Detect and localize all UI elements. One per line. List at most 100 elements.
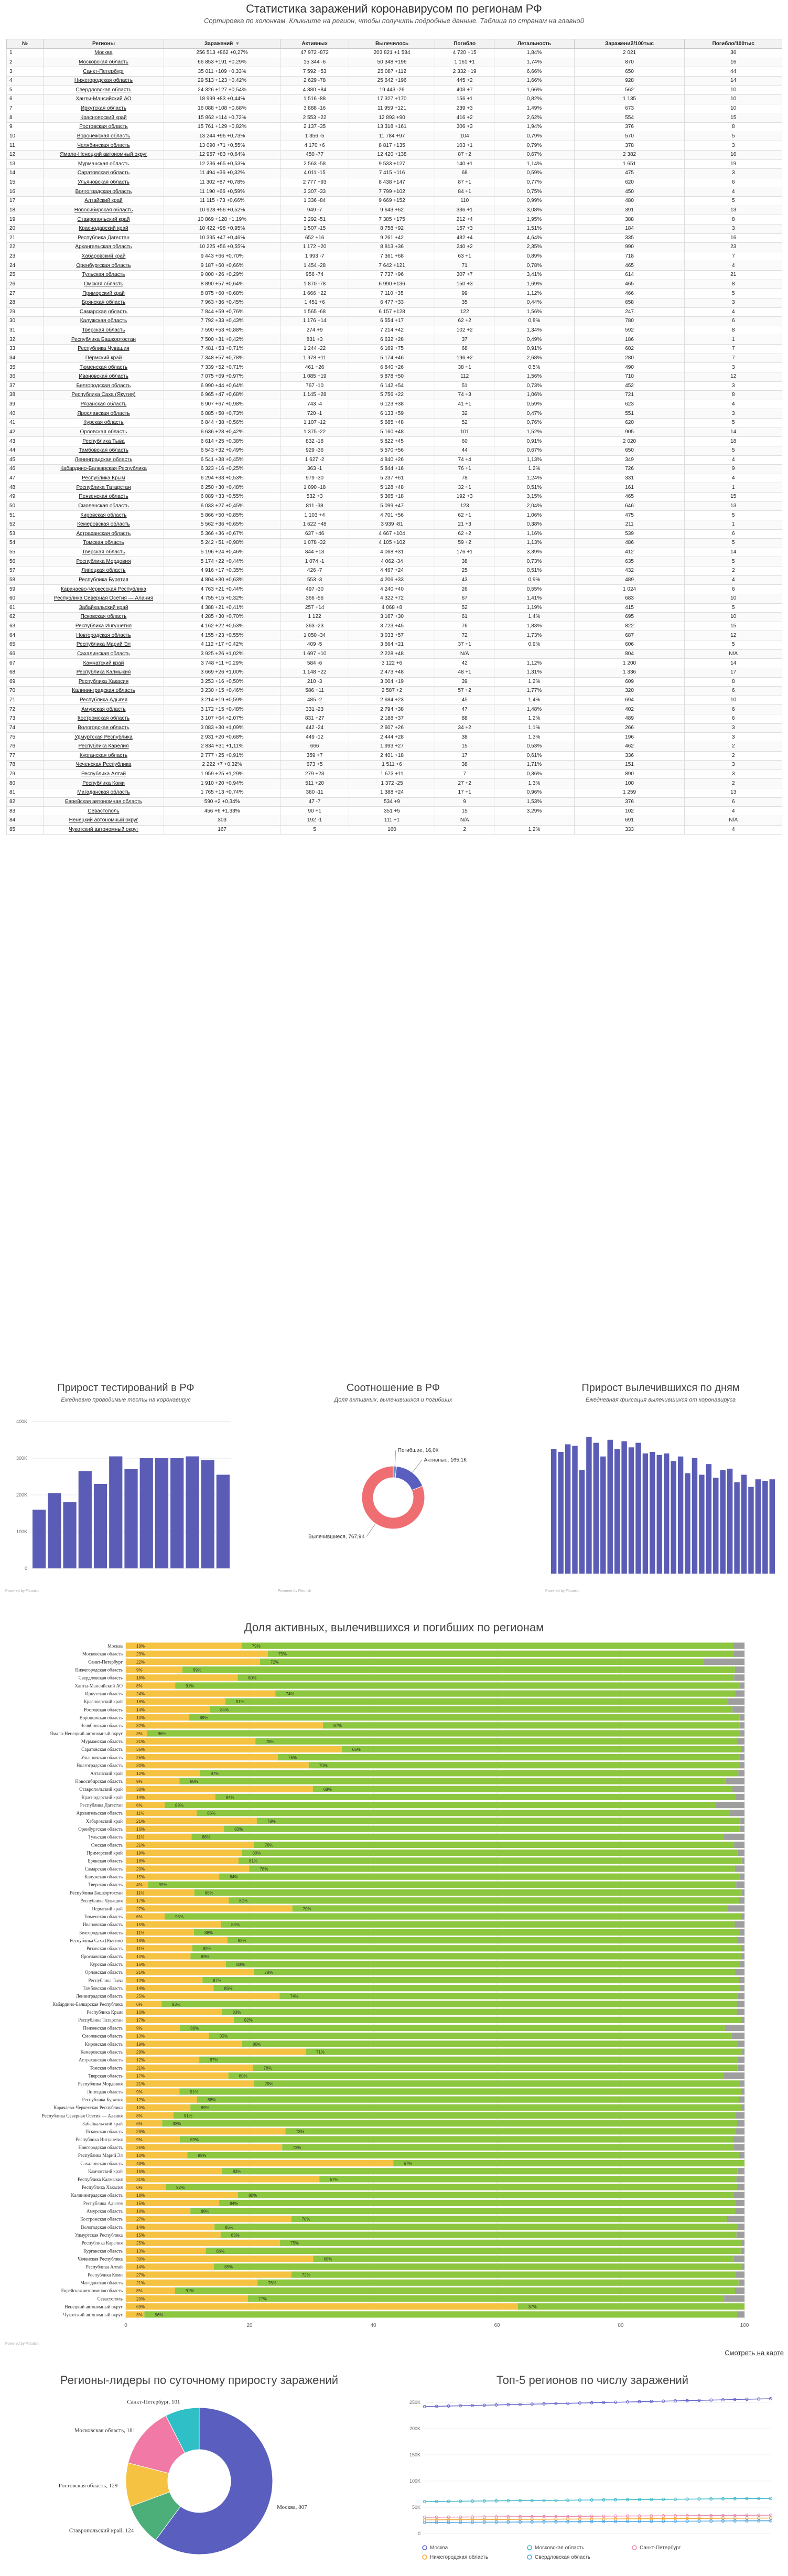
region-link[interactable]: Воронежская область (77, 133, 131, 139)
table-row[interactable]: 30 Калужская область 7 792 +33 +0,43% 1 176… (6, 316, 782, 326)
region-link-cell[interactable]: Саратовская область (43, 168, 164, 178)
region-link-cell[interactable]: Санкт-Петербург (43, 67, 164, 77)
table-row[interactable]: 72 Амурская область 3 172 +15 +0,48% 331 -2… (6, 704, 782, 714)
region-link-cell[interactable]: Алтайский край (43, 196, 164, 206)
table-row[interactable]: 51 Кировская область 5 866 +50 +0,85% 1 103… (6, 510, 782, 520)
region-link[interactable]: Липецкая область (81, 568, 126, 574)
region-link-cell[interactable]: Самарская область (43, 307, 164, 317)
region-link[interactable]: Саратовская область (77, 170, 130, 176)
table-row[interactable]: 13 Мурманская область 12 236 +65 +0,53% 2 5… (6, 159, 782, 169)
table-row[interactable]: 3 Санкт-Петербург 35 011 +109 +0,33% 7 592 … (6, 67, 782, 77)
region-link[interactable]: Калужская область (80, 318, 127, 324)
region-link[interactable]: Республика Марий Эл (76, 642, 131, 648)
region-link[interactable]: Москва (94, 50, 113, 56)
region-link[interactable]: Астраханская область (76, 530, 131, 537)
table-row[interactable]: 53 Астраханская область 5 366 +36 +0,67% 63… (6, 529, 782, 539)
region-link[interactable]: Ленинградская область (74, 456, 133, 463)
region-link[interactable]: Республика Саха (Якутия) (71, 392, 136, 398)
table-row[interactable]: 4 Нижегородская область 29 513 +123 +0,42%… (6, 76, 782, 86)
region-link[interactable]: Вологодская область (78, 724, 129, 731)
table-row[interactable]: 37 Белгородская область 6 990 +44 +0,64% 76… (6, 381, 782, 391)
column-header-4[interactable]: Вылечилось (348, 39, 436, 49)
region-link[interactable]: Свердловская область (75, 87, 132, 93)
column-header-1[interactable]: Регионы (43, 39, 164, 49)
region-link[interactable]: Еврейская автономная область (65, 798, 142, 805)
region-link[interactable]: Республика Северная Осетия — Алания (53, 595, 154, 602)
region-link-cell[interactable]: Республика Тыва (43, 436, 164, 446)
region-link[interactable]: Севастополь (88, 808, 120, 814)
table-row[interactable]: 80 Республика Коми 1 910 +20 +0,94% 511 +20… (6, 778, 782, 788)
table-row[interactable]: 1 Москва 256 513 +862 +0,27% 47 972 -872 203… (6, 48, 782, 58)
table-row[interactable]: 78 Чеченская Республика 2 222 +7 +0,32% 673… (6, 760, 782, 770)
region-link-cell[interactable]: Смоленская область (43, 501, 164, 511)
table-row[interactable]: 68 Республика Калмыкия 3 669 +26 +1,00% 1 1… (6, 667, 782, 678)
table-row[interactable]: 64 Новгородская область 4 155 +23 +0,55% 1 … (6, 630, 782, 640)
region-link[interactable]: Республика Адыгея (79, 697, 128, 703)
region-link-cell[interactable]: Хабаровский край (43, 251, 164, 262)
region-link[interactable]: Волгоградская область (75, 188, 132, 195)
region-link-cell[interactable]: Белгородская область (43, 381, 164, 391)
region-link[interactable]: Республика Коми (82, 780, 125, 786)
region-link-cell[interactable]: Карачаево-Черкесская Республика (43, 584, 164, 594)
table-row[interactable]: 35 Тюменская область 7 339 +52 +0,71% 461 +… (6, 362, 782, 372)
region-link[interactable]: Тюменская область (79, 364, 128, 370)
table-row[interactable]: 11 Челябинская область 13 090 +71 +0,55% 4 … (6, 141, 782, 151)
region-link-cell[interactable]: Магаданская область (43, 788, 164, 798)
table-row[interactable]: 33 Республика Чувашия 7 481 +53 +0,71% 1 24… (6, 344, 782, 354)
region-link-cell[interactable]: Республика Калмыкия (43, 667, 164, 678)
region-link[interactable]: Республика Башкортостан (71, 336, 136, 343)
table-row[interactable]: 14 Саратовская область 11 494 +36 +0,32% 4 … (6, 168, 782, 178)
region-link-cell[interactable]: Новосибирская область (43, 205, 164, 216)
table-row[interactable]: 75 Удмуртская Республика 2 931 +20 +0,68% 4… (6, 732, 782, 742)
region-link-cell[interactable]: Республика Марий Эл (43, 640, 164, 650)
table-row[interactable]: 48 Республика Татарстан 6 250 +30 +0,48% 1 … (6, 483, 782, 493)
table-row[interactable]: 71 Республика Адыгея 3 214 +19 +0,59% 485 -… (6, 695, 782, 706)
region-link[interactable]: Республика Хакасия (78, 678, 129, 685)
region-link[interactable]: Республика Бурятия (79, 576, 128, 583)
region-link-cell[interactable]: Республика Саха (Якутия) (43, 390, 164, 400)
region-link-cell[interactable]: Москва (43, 48, 164, 58)
region-link[interactable]: Хабаровский край (81, 253, 126, 260)
region-link[interactable]: Курская область (83, 420, 124, 426)
table-row[interactable]: 58 Республика Бурятия 4 804 +30 +0,63% 553 … (6, 575, 782, 585)
table-row[interactable]: 59 Карачаево-Черкесская Республика 4 763 +… (6, 584, 782, 594)
region-link-cell[interactable]: Ставропольский край (43, 215, 164, 225)
region-link-cell[interactable]: Республика Алтай (43, 769, 164, 779)
column-header-5[interactable]: Погибло (435, 39, 495, 49)
region-link-cell[interactable]: Мурманская область (43, 159, 164, 169)
table-row[interactable]: 50 Смоленская область 6 033 +27 +0,45% 811 … (6, 501, 782, 511)
table-row[interactable]: 39 Рязанская область 6 907 +67 +0,98% 743 -… (6, 399, 782, 410)
table-row[interactable]: 7 Иркутская область 16 088 +108 +0,68% 3 88… (6, 103, 782, 114)
region-link-cell[interactable]: Тверская область (43, 325, 164, 336)
table-row[interactable]: 69 Республика Хакасия 3 253 +16 +0,50% 210 … (6, 677, 782, 687)
table-row[interactable]: 82 Еврейская автономная область 590 +2 +0,… (6, 797, 782, 807)
table-row[interactable]: 26 Омская область 8 890 +57 +0,64% 1 870 -7… (6, 279, 782, 290)
region-link-cell[interactable]: Чукотский автономный округ (43, 825, 164, 835)
region-link[interactable]: Республика Калмыкия (76, 669, 131, 676)
region-link[interactable]: Ульяновская область (78, 179, 129, 186)
region-link-cell[interactable]: Курганская область (43, 751, 164, 761)
region-link-cell[interactable]: Республика Дагестан (43, 233, 164, 243)
region-link-cell[interactable]: Амурская область (43, 704, 164, 714)
region-link-cell[interactable]: Пермский край (43, 353, 164, 364)
region-link-cell[interactable]: Нижегородская область (43, 76, 164, 86)
region-link-cell[interactable]: Удмуртская Республика (43, 732, 164, 742)
table-row[interactable]: 44 Тамбовская область 6 543 +32 +0,49% 929 … (6, 445, 782, 456)
region-link-cell[interactable]: Ямало-Ненецкий автономный округ (43, 149, 164, 160)
table-row[interactable]: 38 Республика Саха (Якутия) 6 965 +47 +0,6… (6, 390, 782, 400)
region-link[interactable]: Иркутская область (80, 105, 127, 112)
region-link[interactable]: Республика Тыва (82, 438, 125, 444)
region-link[interactable]: Архангельская область (75, 244, 132, 250)
region-link-cell[interactable]: Республика Карелия (43, 741, 164, 752)
region-link[interactable]: Краснодарский край (79, 226, 128, 232)
table-row[interactable]: 45 Ленинградская область 6 541 +38 +0,45% 1… (6, 455, 782, 465)
region-link[interactable]: Кабардино-Балкарская Республика (60, 466, 147, 472)
region-link-cell[interactable]: Республика Ингушетия (43, 621, 164, 632)
table-row[interactable]: 21 Республика Дагестан 10 395 +47 +0,46% 65… (6, 233, 782, 243)
region-link-cell[interactable]: Костромская область (43, 714, 164, 724)
region-link[interactable]: Алтайский край (84, 198, 123, 204)
region-link-cell[interactable]: Томская область (43, 538, 164, 548)
region-link-cell[interactable]: Ненецкий автономный округ (43, 815, 164, 826)
table-row[interactable]: 29 Самарская область 7 844 +59 +0,76% 1 565… (6, 307, 782, 317)
region-link[interactable]: Магаданская область (77, 789, 130, 796)
